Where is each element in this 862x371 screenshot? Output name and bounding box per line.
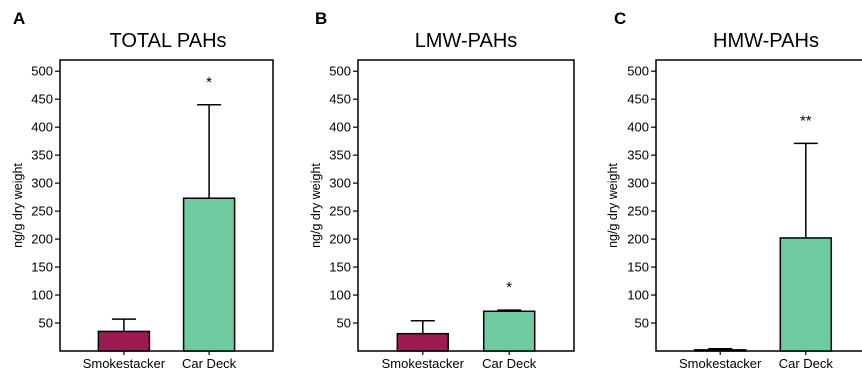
bar-smokestacker bbox=[693, 349, 747, 352]
y-tick-label: 300 bbox=[31, 176, 53, 191]
significance-marker: ** bbox=[800, 112, 812, 129]
significance-marker: * bbox=[506, 279, 512, 296]
y-tick-label: 350 bbox=[329, 148, 351, 163]
y-axis-label: ng/g dry weight bbox=[606, 163, 620, 248]
y-tick-label: 500 bbox=[329, 64, 351, 79]
y-tick-label: 400 bbox=[329, 120, 351, 135]
significance-marker: * bbox=[206, 74, 212, 91]
y-axis-label: ng/g dry weight bbox=[309, 163, 323, 248]
y-tick-label: 150 bbox=[31, 260, 53, 275]
bar-car-deck bbox=[182, 197, 236, 352]
bar-smokestacker bbox=[97, 330, 151, 352]
x-tick-label: Car Deck bbox=[482, 356, 537, 371]
y-tick-label: 100 bbox=[31, 288, 53, 303]
x-tick-label: Car Deck bbox=[779, 356, 834, 371]
y-tick-label: 350 bbox=[31, 148, 53, 163]
y-tick-label: 450 bbox=[627, 92, 649, 107]
chart-panel-a: A TOTAL PAHs ng/g dry weight 50 100 150 200 250… bbox=[11, 9, 274, 371]
panel-letter: B bbox=[315, 9, 327, 28]
plot-frame bbox=[357, 59, 575, 352]
y-tick-label: 500 bbox=[627, 64, 649, 79]
panel-letter: A bbox=[13, 9, 25, 28]
panel-title: HMW-PAHs bbox=[713, 30, 819, 52]
y-tick-label: 450 bbox=[329, 92, 351, 107]
plot-frame bbox=[655, 59, 862, 352]
y-tick-label: 200 bbox=[627, 232, 649, 247]
x-tick-label: Smokestacker bbox=[83, 356, 166, 371]
y-tick-label: 100 bbox=[329, 288, 351, 303]
bar-car-deck bbox=[779, 237, 833, 352]
y-tick-label: 50 bbox=[337, 316, 351, 331]
plot-frame bbox=[59, 59, 274, 352]
y-tick-label: 400 bbox=[627, 120, 649, 135]
y-tick-label: 450 bbox=[31, 92, 53, 107]
x-tick-label: Smokestacker bbox=[382, 356, 465, 371]
y-tick-label: 50 bbox=[39, 316, 53, 331]
y-tick-label: 400 bbox=[31, 120, 53, 135]
y-tick-label: 300 bbox=[329, 176, 351, 191]
y-tick-label: 150 bbox=[329, 260, 351, 275]
y-tick-label: 500 bbox=[31, 64, 53, 79]
panel-letter: C bbox=[614, 9, 626, 28]
bar-car-deck bbox=[482, 310, 536, 352]
y-tick-label: 250 bbox=[31, 204, 53, 219]
y-tick-label: 250 bbox=[329, 204, 351, 219]
panel-title: LMW-PAHs bbox=[415, 30, 518, 52]
y-tick-label: 200 bbox=[329, 232, 351, 247]
y-tick-label: 150 bbox=[627, 260, 649, 275]
chart-panel-b: B LMW-PAHs ng/g dry weight 50 100 150 200 250 30… bbox=[309, 9, 575, 371]
x-tick-label: Car Deck bbox=[182, 356, 237, 371]
y-axis-label: ng/g dry weight bbox=[11, 163, 25, 248]
y-tick-label: 200 bbox=[31, 232, 53, 247]
y-tick-label: 300 bbox=[627, 176, 649, 191]
x-tick-label: Smokestacker bbox=[679, 356, 762, 371]
chart-panel-c: C HMW-PAHs ng/g dry weight 50 100 150 200 250 30… bbox=[606, 9, 862, 371]
panel-title: TOTAL PAHs bbox=[109, 30, 226, 52]
y-tick-label: 50 bbox=[635, 316, 649, 331]
y-tick-label: 250 bbox=[627, 204, 649, 219]
y-tick-label: 100 bbox=[627, 288, 649, 303]
y-tick-label: 350 bbox=[627, 148, 649, 163]
bar-smokestacker bbox=[396, 332, 450, 352]
